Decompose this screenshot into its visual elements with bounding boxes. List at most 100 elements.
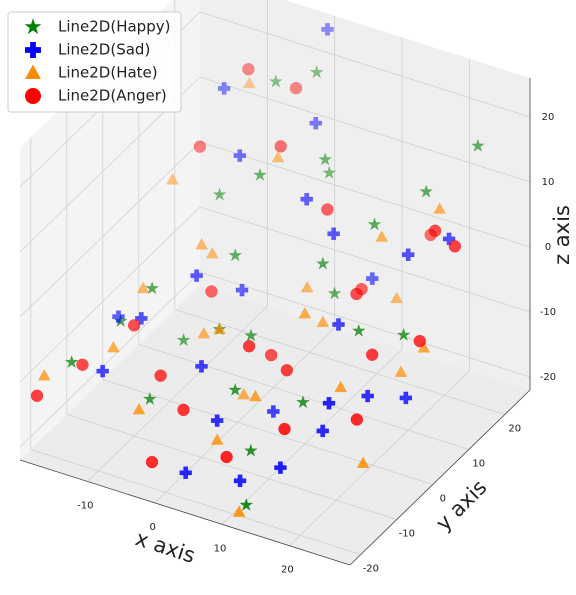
point — [195, 237, 209, 250]
x-tick-label: 20 — [281, 565, 294, 576]
axis-line — [19, 459, 351, 566]
legend-marker — [25, 42, 41, 58]
point — [142, 391, 157, 406]
point — [268, 74, 283, 88]
point — [243, 443, 258, 457]
point — [64, 354, 79, 369]
point — [30, 389, 44, 403]
point — [365, 348, 379, 361]
point — [132, 402, 146, 415]
point — [394, 365, 408, 377]
point — [271, 150, 285, 163]
point — [390, 291, 404, 304]
point — [217, 82, 231, 95]
point — [295, 394, 311, 409]
z-tick-label: -20 — [540, 372, 556, 383]
point — [136, 281, 150, 294]
point — [309, 116, 323, 130]
point — [195, 360, 208, 373]
point — [424, 228, 437, 242]
point — [242, 62, 255, 76]
floor-pane — [20, 285, 530, 565]
grid-line — [199, 206, 531, 313]
point — [267, 405, 280, 418]
point — [356, 456, 370, 469]
grid-line — [87, 306, 268, 482]
point — [417, 341, 431, 353]
point — [309, 64, 324, 79]
point — [322, 165, 337, 179]
legend-box — [7, 11, 182, 113]
grid-line — [19, 141, 201, 318]
point — [322, 396, 336, 410]
axis-line — [349, 389, 531, 566]
point — [248, 389, 262, 402]
grid-line — [138, 344, 469, 450]
point — [361, 389, 374, 403]
point — [316, 315, 330, 328]
point — [350, 413, 364, 426]
point — [176, 332, 191, 347]
point — [300, 192, 313, 206]
point — [228, 248, 243, 262]
panes — [20, 0, 530, 565]
point — [280, 364, 294, 377]
legend-label: Line2D(Anger) — [58, 87, 167, 105]
grid-line — [199, 11, 531, 118]
z-tick-label: 10 — [542, 177, 555, 188]
z-axis-label: z axis — [550, 205, 574, 265]
point — [113, 313, 128, 328]
legend-label: Line2D(Hate) — [58, 64, 158, 82]
y-tick-label: -20 — [363, 564, 379, 575]
x-tick-label: 0 — [150, 522, 156, 533]
point — [233, 149, 247, 162]
point — [315, 256, 330, 270]
y-tick-label: -10 — [399, 529, 415, 540]
y-tick-label: 0 — [440, 494, 446, 505]
point — [112, 310, 125, 323]
x-tick-label: -10 — [77, 500, 93, 511]
point — [76, 358, 89, 371]
point — [96, 364, 109, 378]
legend-label: Line2D(Happy) — [58, 18, 170, 36]
point — [399, 391, 413, 405]
legend-marker — [25, 88, 41, 104]
legend: Line2D(Happy) Line2D(Sad) Line2D(Hate) Line… — [7, 11, 182, 113]
point — [448, 240, 462, 253]
point — [321, 203, 334, 216]
legend-marker — [24, 18, 42, 35]
ticks: -10 0 10 20 -20 -10 0 10 20 -20 -10 0 10 20 — [19, 78, 556, 576]
point — [433, 202, 447, 214]
y-tick-label: 20 — [508, 424, 521, 435]
grid-line — [199, 271, 531, 378]
point — [289, 81, 303, 95]
point — [212, 187, 227, 201]
point — [154, 369, 167, 382]
point — [278, 422, 291, 436]
back-pane — [200, 0, 530, 390]
legend-marker — [25, 64, 41, 79]
x-axis-label: x axis — [133, 526, 199, 568]
point — [193, 140, 207, 153]
grid-line — [30, 449, 361, 555]
point — [367, 217, 382, 231]
point — [220, 450, 233, 464]
point — [274, 461, 287, 474]
point — [321, 23, 334, 36]
point — [300, 280, 314, 293]
point — [298, 306, 312, 319]
z-tick-label: 0 — [545, 242, 551, 253]
point — [210, 414, 224, 427]
point — [166, 172, 179, 185]
point — [228, 382, 243, 397]
z-tick-label: 20 — [542, 112, 555, 123]
point — [252, 167, 268, 182]
point — [396, 327, 411, 341]
point — [127, 319, 141, 332]
x-tick-label: 10 — [214, 543, 227, 554]
z-tick-label: -10 — [540, 307, 556, 318]
point — [355, 282, 368, 296]
point — [242, 339, 256, 353]
grid — [19, 0, 531, 555]
